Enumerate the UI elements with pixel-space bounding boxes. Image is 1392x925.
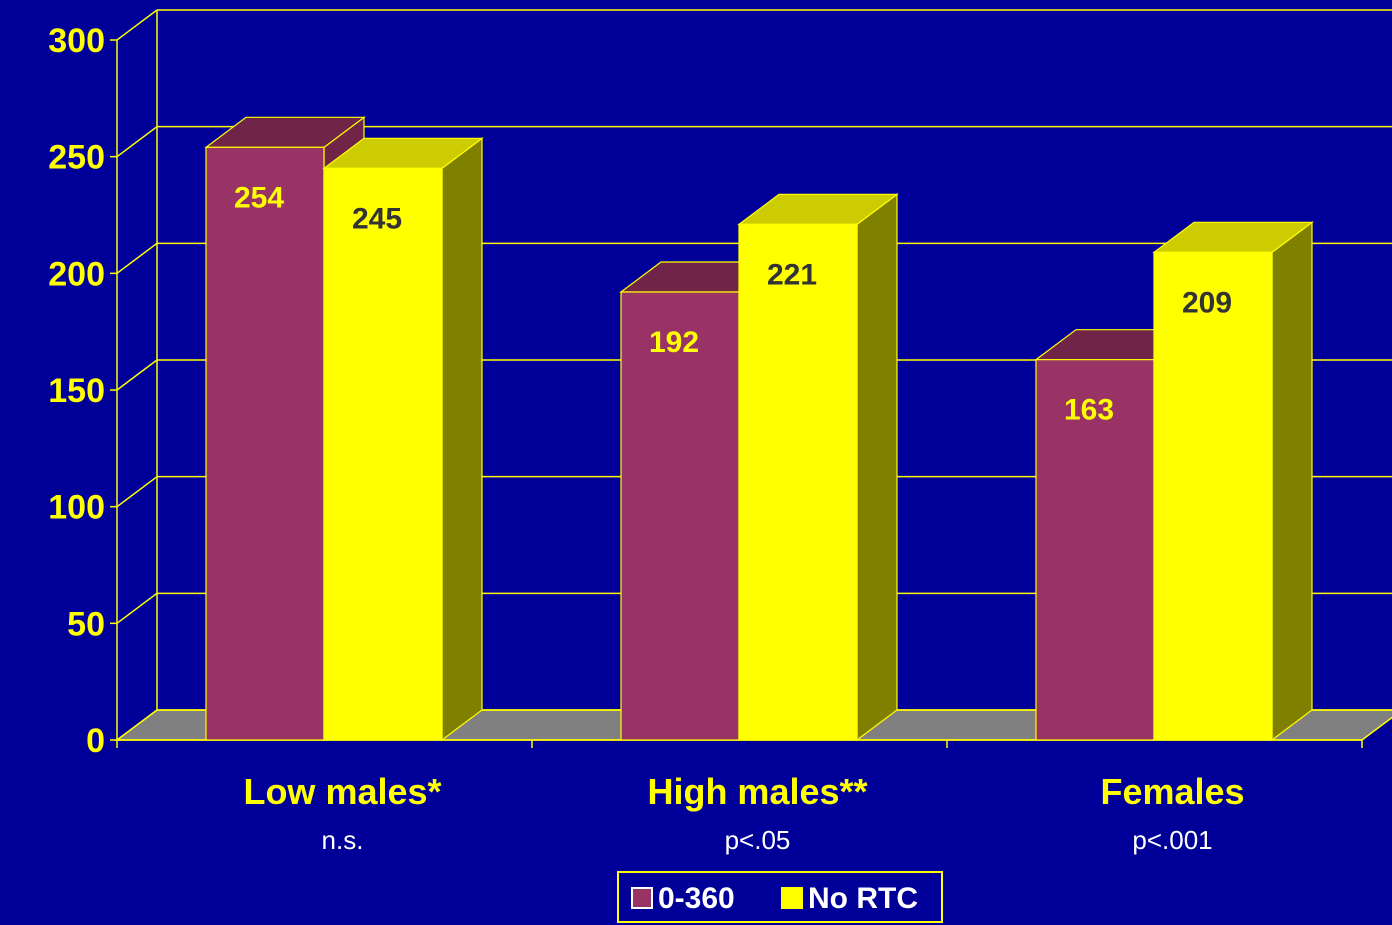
y-tick-label: 50 [67, 605, 105, 643]
legend-entry: 0-360 [658, 882, 735, 915]
category-note: p<.001 [1132, 825, 1212, 855]
x-tick-label: High males** [647, 771, 867, 812]
bar [738, 223, 858, 741]
bar-side [1271, 221, 1313, 742]
bar-side [856, 193, 898, 742]
x-tick-label: Females [1100, 771, 1244, 812]
legend-swatch [781, 887, 803, 909]
bar [620, 291, 740, 741]
bar [1035, 359, 1155, 741]
category-labels: Low males* n.s. High males** p<.05 Females p<… [243, 771, 1244, 855]
y-tick-label: 0 [86, 722, 105, 760]
gridline-side [116, 709, 158, 741]
y-tick-label: 200 [48, 255, 105, 293]
gridline-side [116, 126, 158, 158]
legend: 0-360 No RTC [617, 871, 943, 923]
bar [323, 167, 443, 741]
category-note: p<.05 [725, 825, 791, 855]
category-note: n.s. [322, 825, 364, 855]
bar-side [441, 137, 483, 742]
legend-swatch [631, 887, 653, 909]
bar [1153, 251, 1273, 741]
data-label: 254 [234, 181, 284, 214]
legend-entry: No RTC [808, 882, 918, 915]
data-label: 209 [1182, 286, 1232, 319]
data-label: 192 [649, 326, 699, 359]
y-tick-label: 100 [48, 489, 105, 527]
gridline-side [116, 9, 158, 41]
x-tick-label: Low males* [243, 771, 441, 812]
data-label: 245 [352, 202, 402, 235]
gridline-side [116, 242, 158, 274]
data-label: 221 [767, 258, 817, 291]
data-label: 163 [1064, 394, 1114, 427]
y-tick-label: 150 [48, 372, 105, 410]
legend-box [617, 871, 943, 923]
gridline-side [116, 359, 158, 391]
gridline-side [116, 592, 158, 624]
y-tick-label: 300 [48, 22, 105, 60]
gridline-side [116, 476, 158, 508]
bar [205, 146, 325, 741]
data-labels: 254 245 192 221 163 209 [234, 181, 1232, 426]
bars [204, 116, 1314, 742]
y-tick-label: 250 [48, 139, 105, 177]
